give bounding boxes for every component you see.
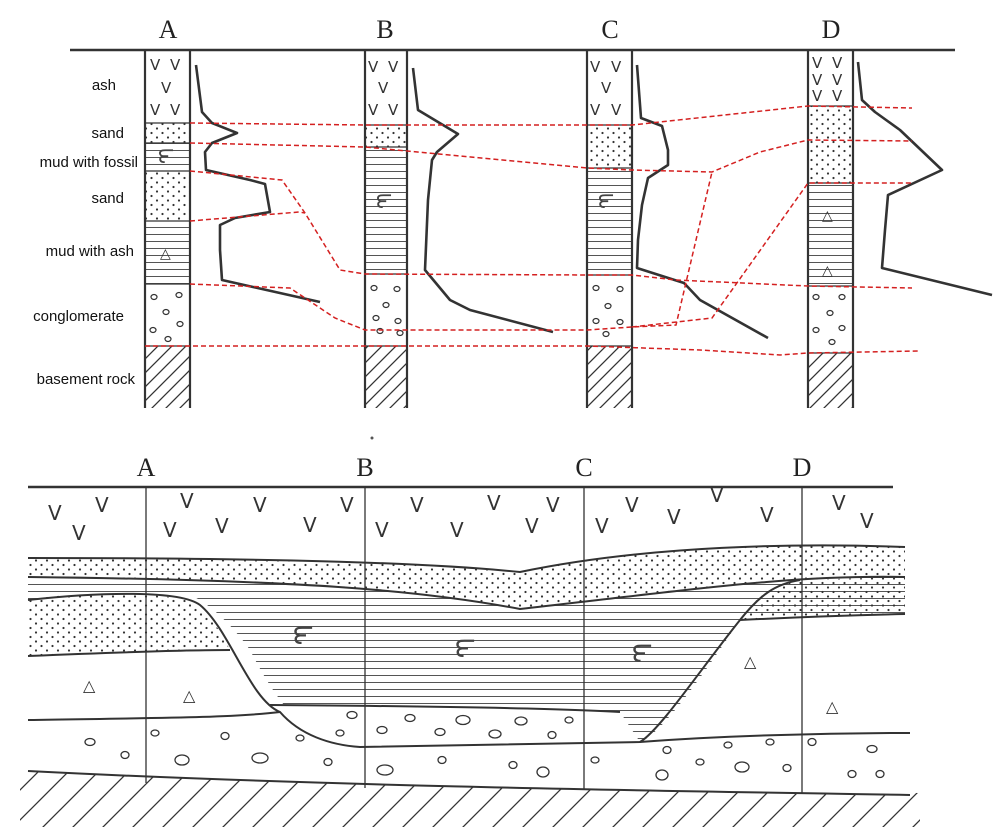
- ash-symbols-d: V V V V V V: [812, 54, 843, 105]
- triangle-icon: △: [822, 263, 833, 279]
- svg-text:V: V: [150, 56, 161, 74]
- cross-section: A B C D V V V V V: [20, 453, 920, 827]
- svg-text:V: V: [812, 71, 823, 89]
- svg-text:V: V: [832, 87, 843, 105]
- fossil-icon: ౯: [376, 189, 392, 214]
- column-label-b: B: [376, 15, 393, 44]
- triangle-icon: △: [826, 697, 839, 716]
- pebbles-section: [84, 710, 885, 781]
- column-section: A B C D ash sand mud with fossil sand mu…: [33, 15, 993, 408]
- svg-text:V: V: [832, 71, 843, 89]
- column-c: V V V V V ౯: [585, 50, 769, 408]
- svg-text:V: V: [595, 514, 609, 538]
- column-b: V V V V V ౯: [363, 50, 554, 408]
- svg-text:V: V: [388, 101, 399, 119]
- log-curve-a: [194, 64, 321, 304]
- ash-symbols-c: V V V V V: [590, 58, 622, 119]
- fossil-icon: ౯: [455, 631, 475, 664]
- legend-ash: ash: [92, 77, 116, 94]
- layer-boundaries: [27, 544, 911, 796]
- column-a: V V V V V ౯ △: [143, 50, 321, 408]
- svg-text:V: V: [150, 101, 161, 119]
- svg-text:V: V: [170, 56, 181, 74]
- triangle-icon: △: [744, 652, 757, 671]
- pebbles-a: [149, 291, 184, 343]
- stray-mark: [370, 436, 374, 440]
- svg-text:V: V: [525, 514, 539, 538]
- fossil-icon: ౯: [158, 144, 174, 169]
- fossil-icon: ౯: [598, 189, 614, 214]
- svg-text:V: V: [340, 493, 354, 517]
- section-label-c: C: [575, 453, 592, 482]
- legend-mud-with-ash: mud with ash: [46, 243, 134, 260]
- svg-text:V: V: [375, 518, 389, 542]
- ash-symbols-b: V V V V V: [368, 58, 399, 119]
- svg-text:V: V: [388, 58, 399, 76]
- log-curve-c: [635, 64, 769, 340]
- svg-text:V: V: [611, 58, 622, 76]
- column-d: V V V V V V △ △: [806, 50, 993, 408]
- pebbles-c: [592, 284, 624, 338]
- svg-text:V: V: [590, 101, 601, 119]
- svg-text:V: V: [832, 491, 846, 515]
- triangle-icon: △: [822, 208, 833, 224]
- svg-text:V: V: [72, 521, 86, 545]
- svg-text:V: V: [625, 493, 639, 517]
- pebbles-d: [812, 293, 846, 346]
- svg-text:V: V: [590, 58, 601, 76]
- svg-text:V: V: [180, 489, 194, 513]
- section-label-d: D: [793, 453, 812, 482]
- legend-sand-lower: sand: [91, 190, 124, 207]
- section-label-b: B: [356, 453, 373, 482]
- svg-text:V: V: [161, 79, 172, 97]
- log-curve-d: [856, 61, 993, 297]
- fossil-icon: ౯: [632, 636, 652, 669]
- legend-basement-rock: basement rock: [37, 371, 136, 388]
- svg-text:V: V: [760, 503, 774, 527]
- column-label-d: D: [822, 15, 841, 44]
- column-label-c: C: [601, 15, 618, 44]
- ash-symbols-a: V V V V V: [150, 56, 181, 119]
- svg-text:V: V: [710, 483, 724, 507]
- svg-text:V: V: [487, 491, 501, 515]
- fossil-icon: ౯: [293, 618, 313, 651]
- column-label-a: A: [159, 15, 178, 44]
- svg-text:V: V: [170, 101, 181, 119]
- svg-text:V: V: [368, 58, 379, 76]
- ash-symbols-section: V V V V V V V V V V V V V V V V V V V V …: [48, 483, 874, 545]
- svg-text:V: V: [812, 87, 823, 105]
- svg-text:V: V: [601, 79, 612, 97]
- triangle-icon: △: [83, 676, 96, 695]
- svg-text:V: V: [163, 518, 177, 542]
- svg-text:V: V: [48, 501, 62, 525]
- legend-mud-with-fossil: mud with fossil: [40, 154, 138, 171]
- section-label-a: A: [137, 453, 156, 482]
- svg-text:V: V: [368, 101, 379, 119]
- svg-text:V: V: [860, 509, 874, 533]
- svg-text:V: V: [378, 79, 389, 97]
- legend-conglomerate: conglomerate: [33, 308, 124, 325]
- svg-text:V: V: [450, 518, 464, 542]
- svg-text:V: V: [667, 505, 681, 529]
- svg-text:V: V: [410, 493, 424, 517]
- correlation-lines: [145, 105, 919, 356]
- svg-text:V: V: [611, 101, 622, 119]
- svg-text:V: V: [832, 54, 843, 72]
- svg-text:V: V: [95, 493, 109, 517]
- triangle-icon: △: [183, 686, 196, 705]
- svg-text:V: V: [303, 513, 317, 537]
- svg-text:V: V: [546, 493, 560, 517]
- pebbles-b: [370, 284, 404, 337]
- section-column-lines: [145, 487, 803, 793]
- legend-sand: sand: [91, 125, 124, 142]
- svg-text:V: V: [253, 493, 267, 517]
- svg-text:V: V: [812, 54, 823, 72]
- triangle-icon: △: [160, 246, 171, 262]
- log-curve-b: [411, 67, 554, 334]
- svg-text:V: V: [215, 514, 229, 538]
